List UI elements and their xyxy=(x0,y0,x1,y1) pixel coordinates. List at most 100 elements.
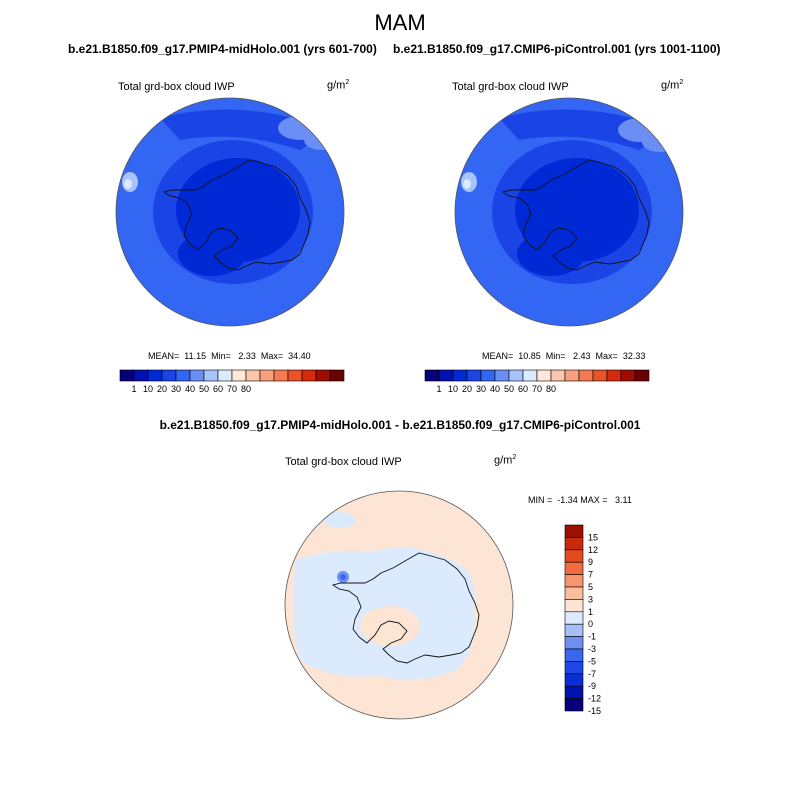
panel-2-colorbar-tick-label: 20 xyxy=(462,384,472,394)
difference-colorbar-swatch xyxy=(564,561,584,575)
difference-colorbar-tick-label: 9 xyxy=(588,557,593,567)
panel-2-colorbar-tick-label: 50 xyxy=(504,384,514,394)
difference-colorbar-tick-label: 7 xyxy=(588,570,593,580)
panel-2-colorbar-swatch xyxy=(522,369,538,382)
panel-1-antarctica-coastline xyxy=(162,159,311,271)
panel-2-colorbar-swatch xyxy=(508,369,524,382)
difference-colorbar-swatch xyxy=(564,574,584,588)
panel-1-colorbar-swatch xyxy=(259,369,275,382)
panel-2-colorbar-tick-label: 40 xyxy=(490,384,500,394)
difference-colorbar-swatch xyxy=(564,599,584,613)
difference-colorbar-swatch xyxy=(564,698,584,712)
panel-2-colorbar-swatch xyxy=(466,369,482,382)
panel-2-colorbar-swatch xyxy=(480,369,496,382)
panel-1-colorbar-tick-label: 70 xyxy=(227,384,237,394)
difference-units: g/m2 xyxy=(494,454,517,467)
panel-1-units: g/m2 xyxy=(327,79,350,92)
panel-2-colorbar-swatch xyxy=(550,369,566,382)
panel-1-colorbar-swatch xyxy=(231,369,247,382)
panel-1-stats: MEAN= 11.15 Min= 2.33 Max= 34.40 xyxy=(148,351,311,361)
panel-1-colorbar-swatch xyxy=(119,369,135,382)
panel-1-colorbar-tick-label: 50 xyxy=(199,384,209,394)
panel-2-colorbar-swatch xyxy=(536,369,552,382)
difference-colorbar-tick-label: 5 xyxy=(588,582,593,592)
difference-colorbar-tick-label: 0 xyxy=(588,619,593,629)
panel-1-colorbar-swatch xyxy=(203,369,219,382)
panel-1-colorbar-tick-label: 60 xyxy=(213,384,223,394)
panel-2-colorbar-swatch xyxy=(452,369,468,382)
panel-1-colorbar-swatch xyxy=(175,369,191,382)
panel-1-colorbar-swatch xyxy=(245,369,261,382)
panel-2-antarctica-coastline xyxy=(501,159,650,271)
difference-colorbar-swatch xyxy=(564,661,584,675)
panel-1-colorbar-swatch xyxy=(217,369,233,382)
panel-1-colorbar-tick-label: 80 xyxy=(241,384,251,394)
difference-colorbar-swatch xyxy=(564,648,584,662)
panel-1-colorbar-tick-label: 1 xyxy=(131,384,136,394)
panel-1-colorbar-swatch xyxy=(161,369,177,382)
difference-colorbar-tick-label: -7 xyxy=(588,669,596,679)
panel-1-map xyxy=(115,97,345,327)
difference-title: b.e21.B1850.f09_g17.PMIP4-midHolo.001 - … xyxy=(159,418,641,432)
difference-colorbar-swatch xyxy=(564,636,584,650)
panel-1-colorbar-swatch xyxy=(147,369,163,382)
panel-1-colorbar-swatch xyxy=(329,369,345,382)
panel-1-colorbar-swatch xyxy=(133,369,149,382)
panel-2-colorbar-tick-label: 10 xyxy=(448,384,458,394)
panel-2-colorbar-swatch xyxy=(494,369,510,382)
panel-1-colorbar-tick-label: 30 xyxy=(171,384,181,394)
difference-colorbar: 15 12 9 7 5 3 1 0 -1 -3 -5 -7 -9 -12 -15 xyxy=(564,524,601,716)
panel-2-case-title: b.e21.B1850.f09_g17.CMIP6-piControl.001 … xyxy=(393,42,721,56)
difference-antarctica-coastline xyxy=(331,552,480,664)
difference-map xyxy=(284,490,514,720)
difference-colorbar-swatch xyxy=(564,549,584,563)
panel-2-colorbar-tick-label: 60 xyxy=(518,384,528,394)
panel-2-colorbar: 1 10 20 30 40 50 60 70 80 xyxy=(424,369,650,394)
panel-1-colorbar-tick-label: 40 xyxy=(185,384,195,394)
panel-2-colorbar-swatch xyxy=(606,369,622,382)
panel-2-variable-label: Total grd-box cloud IWP xyxy=(452,81,569,93)
panel-2-units: g/m2 xyxy=(661,79,684,92)
difference-colorbar-tick-label: 1 xyxy=(588,607,593,617)
panel-1-variable-label: Total grd-box cloud IWP xyxy=(118,81,235,93)
panel-2-colorbar-swatch xyxy=(634,369,650,382)
panel-2-colorbar-tick-label: 30 xyxy=(476,384,486,394)
difference-colorbar-swatch xyxy=(564,586,584,600)
difference-colorbar-swatch xyxy=(564,537,584,551)
panel-1-colorbar-swatch xyxy=(301,369,317,382)
difference-colorbar-swatch xyxy=(564,524,584,538)
panel-1-colorbar-tick-label: 20 xyxy=(157,384,167,394)
difference-colorbar-tick-label: -9 xyxy=(588,681,596,691)
difference-colorbar-tick-label: 3 xyxy=(588,594,593,604)
difference-colorbar-swatch xyxy=(564,611,584,625)
panel-2-colorbar-swatch xyxy=(564,369,580,382)
difference-stats: MIN = -1.34 MAX = 3.11 xyxy=(528,495,632,505)
panel-2-colorbar-swatch xyxy=(424,369,440,382)
panel-2-colorbar-swatch xyxy=(578,369,594,382)
difference-colorbar-tick-label: -5 xyxy=(588,656,596,666)
panel-2-map xyxy=(454,97,684,327)
panel-1-colorbar-tick-label: 10 xyxy=(143,384,153,394)
difference-colorbar-swatch xyxy=(564,673,584,687)
difference-colorbar-tick-label: 12 xyxy=(588,545,598,555)
difference-variable-label: Total grd-box cloud IWP xyxy=(285,456,402,468)
panel-2-stats: MEAN= 10.85 Min= 2.43 Max= 32.33 xyxy=(482,351,646,361)
panel-2-colorbar-swatch xyxy=(592,369,608,382)
panel-1-colorbar-swatch xyxy=(287,369,303,382)
difference-colorbar-tick-label: -3 xyxy=(588,644,596,654)
panel-1-colorbar-swatch xyxy=(273,369,289,382)
difference-colorbar-swatch xyxy=(564,685,584,699)
panel-2-colorbar-tick-label: 80 xyxy=(546,384,556,394)
panel-2-colorbar-tick-label: 1 xyxy=(436,384,441,394)
difference-colorbar-tick-label: -12 xyxy=(588,694,601,704)
panel-2-colorbar-swatch xyxy=(620,369,636,382)
panel-1-colorbar: 1 10 20 30 40 50 60 70 80 xyxy=(119,369,345,394)
difference-colorbar-tick-label: -1 xyxy=(588,632,596,642)
difference-colorbar-swatch xyxy=(564,623,584,637)
panel-1-case-title: b.e21.B1850.f09_g17.PMIP4-midHolo.001 (y… xyxy=(68,42,377,56)
panel-1-colorbar-swatch xyxy=(315,369,331,382)
panel-2-colorbar-tick-label: 70 xyxy=(532,384,542,394)
season-title: MAM xyxy=(374,10,426,35)
difference-colorbar-tick-label: -15 xyxy=(588,706,601,716)
